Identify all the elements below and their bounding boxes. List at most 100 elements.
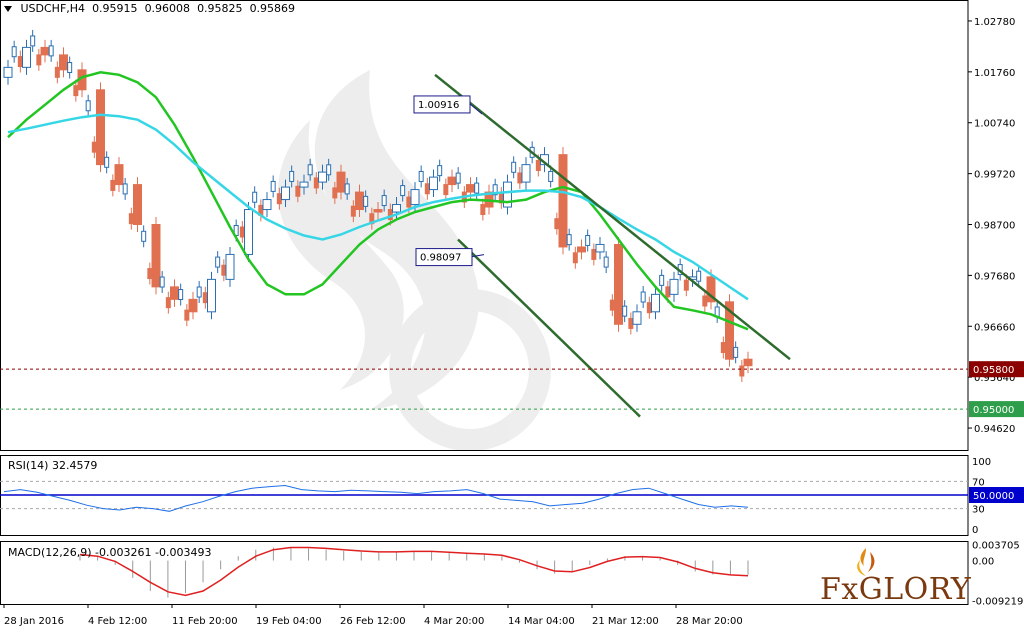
candle-body [554, 218, 560, 230]
candle-body [225, 253, 235, 280]
candle-body [276, 193, 282, 205]
candle-body [659, 274, 665, 286]
candle-body [184, 309, 190, 321]
rsi-tick-label: 100 [972, 457, 991, 468]
candle-body [170, 286, 179, 300]
candle-body [122, 183, 128, 195]
candle-body [535, 159, 541, 171]
candle-body [628, 317, 634, 329]
time-tick-label: 21 Mar 12:00 [592, 616, 659, 627]
channel-upper-line [434, 73, 791, 361]
rsi-tick-label: 70 [972, 477, 985, 488]
candle-body [196, 286, 202, 298]
candle-body [252, 191, 258, 203]
candle-body [3, 66, 13, 78]
candle-body [350, 205, 356, 217]
candle-body [133, 184, 142, 226]
time-tick-label: 26 Feb 12:00 [340, 616, 406, 627]
candle-body [313, 177, 319, 189]
price-tick-label: 1.01760 [974, 68, 1015, 79]
candle-body [566, 234, 572, 246]
candle-body [336, 171, 346, 193]
candle-body [151, 224, 161, 288]
candle-body [591, 248, 597, 260]
macd-tick-label: -0.009219 [972, 597, 1023, 608]
candle-body [400, 185, 406, 197]
candle-body [614, 243, 623, 325]
candle-body [104, 156, 110, 168]
close-value: 0.95869 [249, 2, 296, 15]
candle-body [289, 170, 295, 182]
candle-body [326, 164, 332, 176]
dropdown-triangle-icon[interactable] [4, 6, 12, 12]
candle-body [332, 187, 338, 199]
candle-body [11, 46, 17, 58]
candle-body [40, 46, 50, 56]
candle-body [640, 291, 646, 303]
annotation-box [415, 248, 473, 267]
candle-body [159, 276, 165, 288]
low-value: 0.95825 [197, 2, 243, 15]
candle-body [572, 252, 578, 264]
candle-body [424, 183, 430, 195]
candle-body [114, 164, 124, 186]
channel-lower-line [457, 238, 641, 418]
rsi-tick-label: 30 [972, 505, 985, 516]
price-tick-label: 0.97680 [974, 271, 1015, 282]
level-label-box [969, 361, 1024, 378]
price-pane: 1.02780 1.01760 1.00740 0.99720 0.98700 0.976… [0, 0, 1024, 451]
annotation-label: 0.98097 [420, 253, 461, 264]
price-tick-label: 0.95640 [974, 373, 1015, 384]
candle-body [387, 209, 393, 221]
candle-body [521, 164, 531, 183]
candle-body [503, 181, 512, 208]
price-tick-label: 0.98700 [974, 221, 1015, 232]
macd-signal-line [79, 546, 749, 597]
time-tick-label: 4 Feb 12:00 [88, 616, 147, 627]
brand-logo: FxGLORY [820, 572, 972, 607]
rsi-pane: 100 70 30 0 50.0000 [0, 455, 1024, 536]
candle-body [632, 311, 642, 325]
candle-body [22, 46, 31, 68]
candle-body [344, 183, 350, 195]
candle-body [96, 89, 105, 166]
candle-body [30, 35, 36, 47]
time-tick-label: 4 Mar 20:00 [424, 616, 484, 627]
candle-body [418, 170, 424, 182]
watermark-logo [277, 70, 551, 451]
candle-body [48, 45, 54, 57]
candle-body [443, 184, 449, 196]
candle-body [474, 182, 480, 194]
time-tick-label: 28 Mar 20:00 [676, 616, 743, 627]
candle-body [392, 204, 401, 213]
price-tick-label: 1.00740 [974, 119, 1015, 130]
candle-body [406, 196, 412, 208]
candle-body [511, 161, 517, 173]
candle-body [466, 184, 475, 193]
high-value: 0.96008 [144, 2, 191, 15]
candle-body [381, 195, 387, 207]
candle-body [59, 54, 68, 71]
candle-body [128, 213, 134, 225]
candle-body [585, 234, 591, 246]
candle-body [54, 66, 60, 78]
candle-body [147, 268, 153, 280]
annotation-leader [471, 254, 485, 258]
time-tick-label: 11 Feb 20:00 [172, 616, 238, 627]
time-tick-label: 14 Mar 04:00 [508, 616, 575, 627]
candle-body [85, 100, 91, 112]
candle-body [244, 209, 253, 255]
flame-logo-icon [857, 548, 875, 576]
candle-body [646, 302, 652, 314]
candle-body [651, 293, 660, 313]
macd-tick-label: 0.00 [972, 557, 994, 568]
level-label-box [969, 401, 1024, 418]
price-pane-frame [0, 0, 969, 451]
time-tick-label: 19 Feb 04:00 [256, 616, 322, 627]
rsi-tick-label: 0 [972, 525, 978, 536]
candle-body [706, 276, 716, 303]
symbol-header: USDCHF,H4 0.95915 0.96008 0.95825 0.9586… [4, 2, 295, 15]
candle-body [355, 191, 364, 211]
moving-average-line [7, 71, 749, 331]
candle-body [609, 299, 615, 311]
